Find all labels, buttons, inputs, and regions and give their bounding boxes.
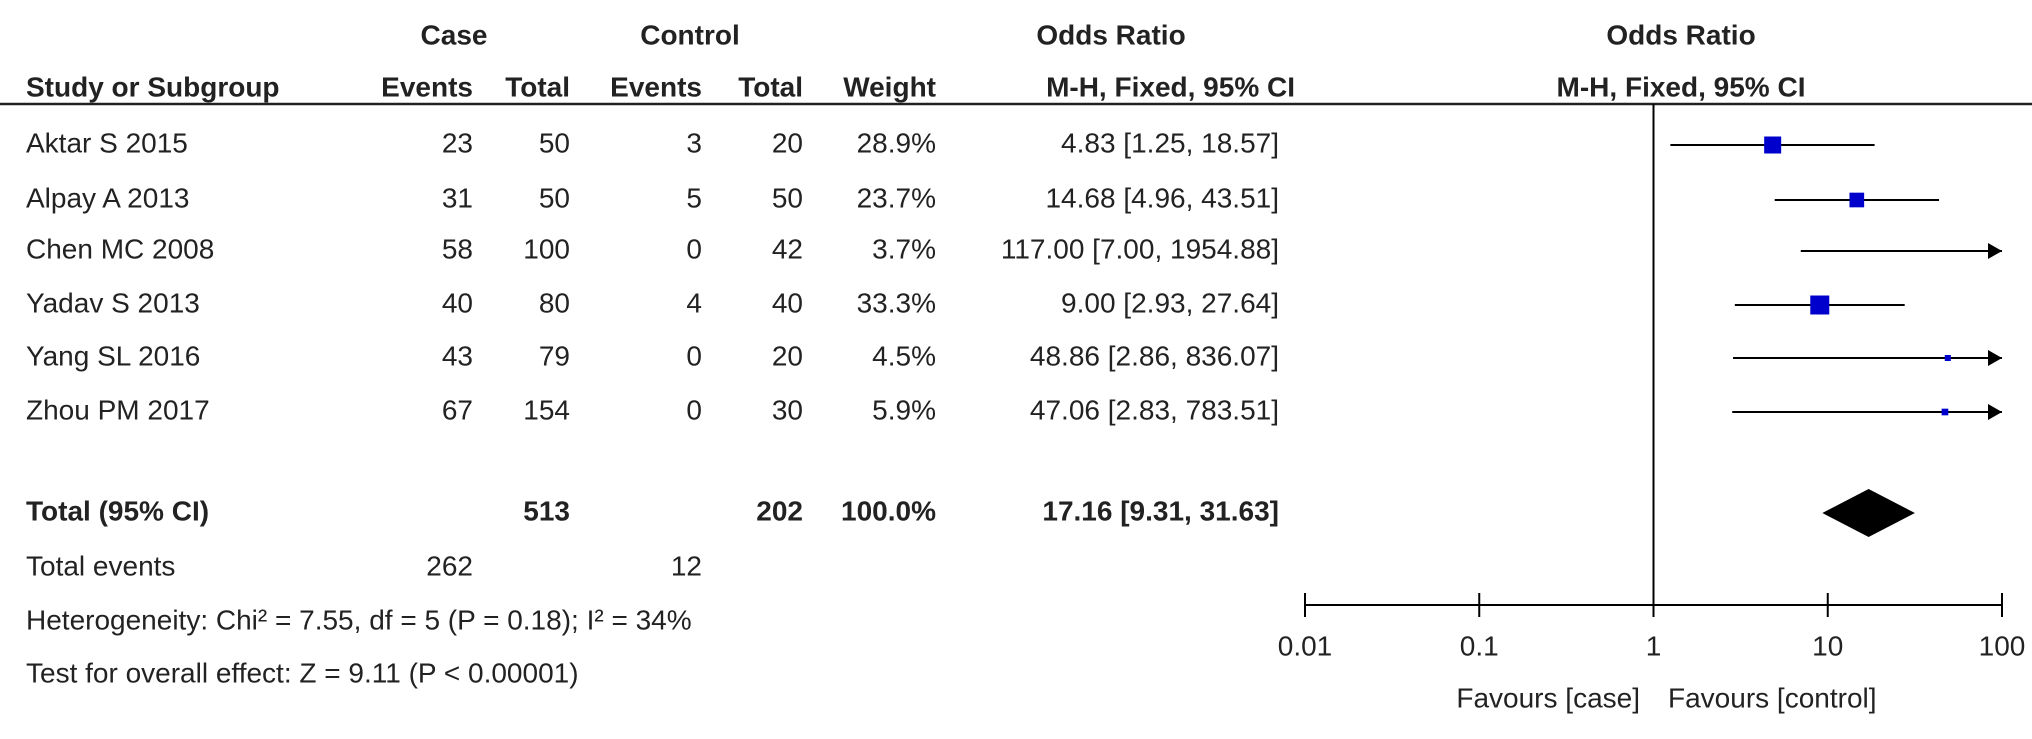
ci-arrow <box>1988 350 2002 366</box>
cell: 513 <box>523 495 570 526</box>
x-tick-label: 1 <box>1646 630 1662 661</box>
cell: 202 <box>756 495 803 526</box>
cell: 5.9% <box>872 394 936 425</box>
cell: 9.00 [2.93, 27.64] <box>1061 287 1279 318</box>
x-tick-label: 10 <box>1812 630 1843 661</box>
heterogeneity: Heterogeneity: Chi² = 7.55, df = 5 (P = … <box>26 604 692 635</box>
total-events-label: Total events <box>26 550 175 581</box>
x-tick-label: 0.1 <box>1460 630 1499 661</box>
cell: 47.06 [2.83, 783.51] <box>1030 394 1279 425</box>
point-estimate <box>1810 295 1830 315</box>
cell: 0 <box>686 340 702 371</box>
column-header: Study or Subgroup <box>26 71 280 102</box>
column-header: Events <box>610 71 702 102</box>
cell: 50 <box>539 182 570 213</box>
favours-right: Favours [control] <box>1668 682 1877 713</box>
column-header: M-H, Fixed, 95% CI <box>1046 71 1295 102</box>
study-name: Aktar S 2015 <box>26 127 188 158</box>
point-estimate <box>1849 192 1865 208</box>
cell: 67 <box>442 394 473 425</box>
cell: 0 <box>686 394 702 425</box>
study-name: Alpay A 2013 <box>26 182 189 213</box>
cell: 154 <box>523 394 570 425</box>
group-header: Odds Ratio <box>1036 19 1185 50</box>
study-name: Zhou PM 2017 <box>26 394 210 425</box>
cell: 262 <box>426 550 473 581</box>
cell: 117.00 [7.00, 1954.88] <box>1001 233 1279 264</box>
column-header: Events <box>381 71 473 102</box>
x-tick-label: 100 <box>1979 630 2026 661</box>
cell: 4.83 [1.25, 18.57] <box>1061 127 1279 158</box>
total-name: Total (95% CI) <box>26 495 209 526</box>
cell: 40 <box>772 287 803 318</box>
cell: 28.9% <box>857 127 936 158</box>
point-estimate <box>1764 136 1782 154</box>
pooled-diamond <box>1822 489 1915 537</box>
column-header: Total <box>738 71 803 102</box>
group-header: Control <box>640 19 740 50</box>
ci-arrow <box>1988 404 2002 420</box>
cell: 33.3% <box>857 287 936 318</box>
point-estimate <box>1941 408 1949 416</box>
cell: 48.86 [2.86, 836.07] <box>1030 340 1279 371</box>
cell: 43 <box>442 340 473 371</box>
point-estimate <box>1944 354 1951 362</box>
x-tick-label: 0.01 <box>1278 630 1333 661</box>
cell: 20 <box>772 340 803 371</box>
cell: 80 <box>539 287 570 318</box>
cell: 3 <box>686 127 702 158</box>
cell: 23 <box>442 127 473 158</box>
cell: 79 <box>539 340 570 371</box>
column-header: Weight <box>843 71 936 102</box>
favours-left: Favours [case] <box>1456 682 1640 713</box>
study-name: Yadav S 2013 <box>26 287 200 318</box>
cell: 4 <box>686 287 702 318</box>
cell: 5 <box>686 182 702 213</box>
column-header: Total <box>505 71 570 102</box>
cell: 42 <box>772 233 803 264</box>
study-name: Yang SL 2016 <box>26 340 200 371</box>
group-header: Odds Ratio <box>1606 19 1755 50</box>
cell: 50 <box>539 127 570 158</box>
cell: 100.0% <box>841 495 936 526</box>
cell: 3.7% <box>872 233 936 264</box>
study-name: Chen MC 2008 <box>26 233 214 264</box>
cell: 100 <box>523 233 570 264</box>
cell: 4.5% <box>872 340 936 371</box>
overall-effect: Test for overall effect: Z = 9.11 (P < 0… <box>26 657 579 688</box>
cell: 23.7% <box>857 182 936 213</box>
cell: 50 <box>772 182 803 213</box>
cell: 30 <box>772 394 803 425</box>
cell: 0 <box>686 233 702 264</box>
cell: 31 <box>442 182 473 213</box>
group-header: Case <box>421 19 488 50</box>
cell: 40 <box>442 287 473 318</box>
cell: 17.16 [9.31, 31.63] <box>1042 495 1279 526</box>
column-header: M-H, Fixed, 95% CI <box>1557 71 1806 102</box>
cell: 14.68 [4.96, 43.51] <box>1045 182 1279 213</box>
cell: 12 <box>671 550 702 581</box>
cell: 58 <box>442 233 473 264</box>
ci-arrow <box>1988 243 2002 259</box>
cell: 20 <box>772 127 803 158</box>
